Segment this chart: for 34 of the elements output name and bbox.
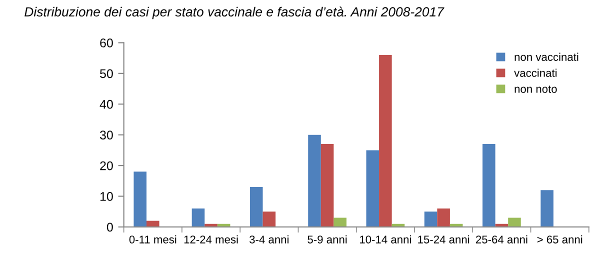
bar [134,172,146,227]
x-tick-label: 3-4 anni [250,235,288,244]
bar [250,187,263,227]
bar [424,212,438,227]
chart-title: Distribuzione dei casi per stato vaccinale e fascia d’età. Anni 2008-2017 [24,6,444,20]
y-tick-label: 20 [100,161,113,170]
bar [334,218,346,227]
bar [366,150,380,227]
x-tick-label: 12-24 mesi [184,235,238,244]
x-tick-label: 10-14 anni [360,235,411,244]
x-tick-label: > 65 anni [537,235,582,244]
legend-label: non vaccinati [514,52,578,61]
y-tick-label: 0 [106,222,113,232]
bar [482,144,496,227]
bar [192,208,205,227]
bar [379,55,392,227]
x-tick-label: 25-64 anni [476,235,528,244]
legend-label: non noto [514,86,557,93]
bar [437,208,450,227]
bar [262,212,276,227]
x-tick-label: 5-9 anni [308,235,347,244]
legend-label: vaccinati [514,68,557,77]
x-tick-label: 0-11 mesi [129,235,176,244]
bar [308,134,321,227]
y-tick-label: 40 [100,100,113,109]
bar [146,220,160,227]
bar [508,218,521,227]
y-tick-label: 50 [100,69,113,78]
y-tick-label: 30 [100,130,113,140]
bar [540,190,554,227]
y-tick-label: 10 [100,192,113,201]
y-tick-label: 60 [100,38,113,48]
x-tick-label: 15-24 anni [418,235,470,244]
bar [320,144,334,227]
